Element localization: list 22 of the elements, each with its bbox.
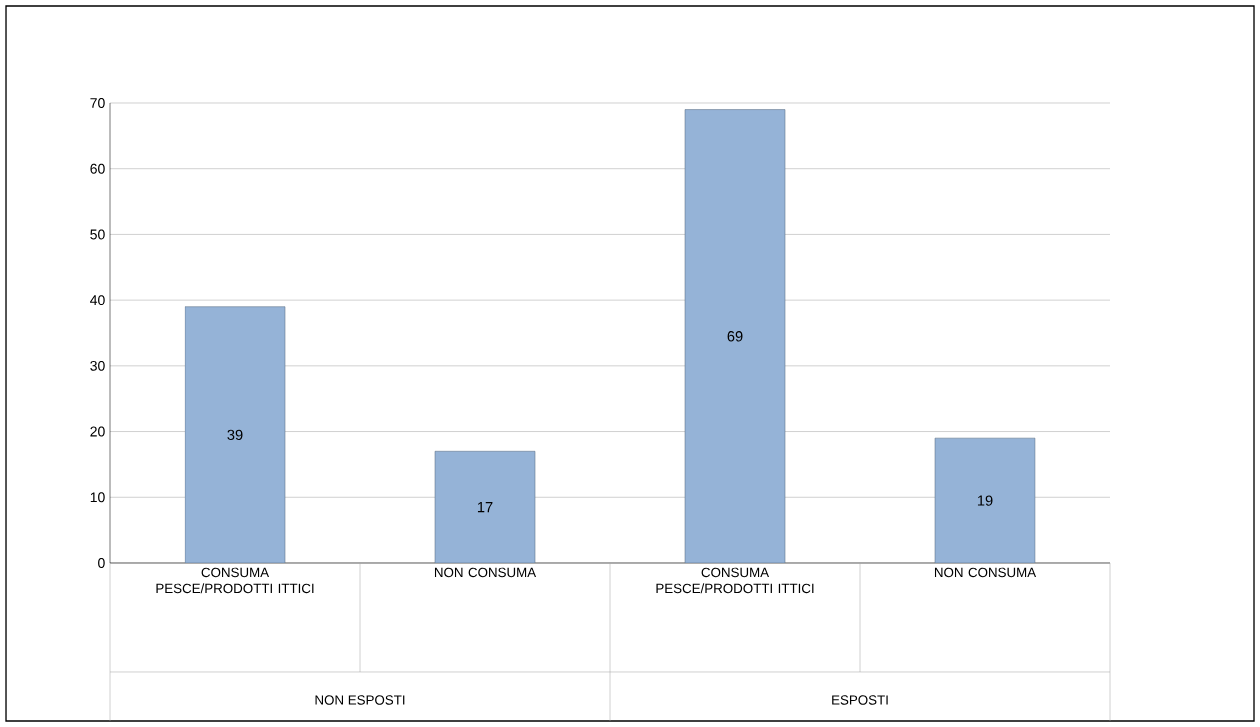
y-tick-label: 50 bbox=[90, 229, 105, 240]
bar bbox=[434, 451, 536, 563]
data-label: 39 bbox=[227, 429, 243, 441]
y-tick-label: 70 bbox=[90, 98, 105, 108]
y-tick-label: 40 bbox=[90, 295, 105, 306]
y-tick-label: 0 bbox=[98, 558, 105, 568]
bar bbox=[684, 109, 786, 563]
bar bbox=[934, 437, 1036, 563]
bar bbox=[184, 306, 286, 563]
text: NON ESPOSTI bbox=[315, 695, 405, 705]
y-tick-label: 60 bbox=[90, 163, 105, 174]
y-tick-label: 30 bbox=[90, 360, 105, 371]
data-label: 17 bbox=[477, 502, 493, 513]
x-tick-label: NON CONSUMA bbox=[434, 567, 537, 578]
data-label: 19 bbox=[977, 495, 993, 506]
data-label: 69 bbox=[727, 331, 743, 342]
y-tick-label: 20 bbox=[90, 426, 105, 437]
x-tick-label: NON CONSUMA bbox=[934, 567, 1037, 578]
text: ESPOSTI bbox=[832, 695, 888, 705]
x-tick-label: CONSUMA PESCE/PRODOTTI ITTICI bbox=[156, 567, 314, 594]
x-tick-label: CONSUMA PESCE/PRODOTTI ITTICI bbox=[656, 567, 814, 594]
y-tick-label: 10 bbox=[90, 492, 105, 503]
